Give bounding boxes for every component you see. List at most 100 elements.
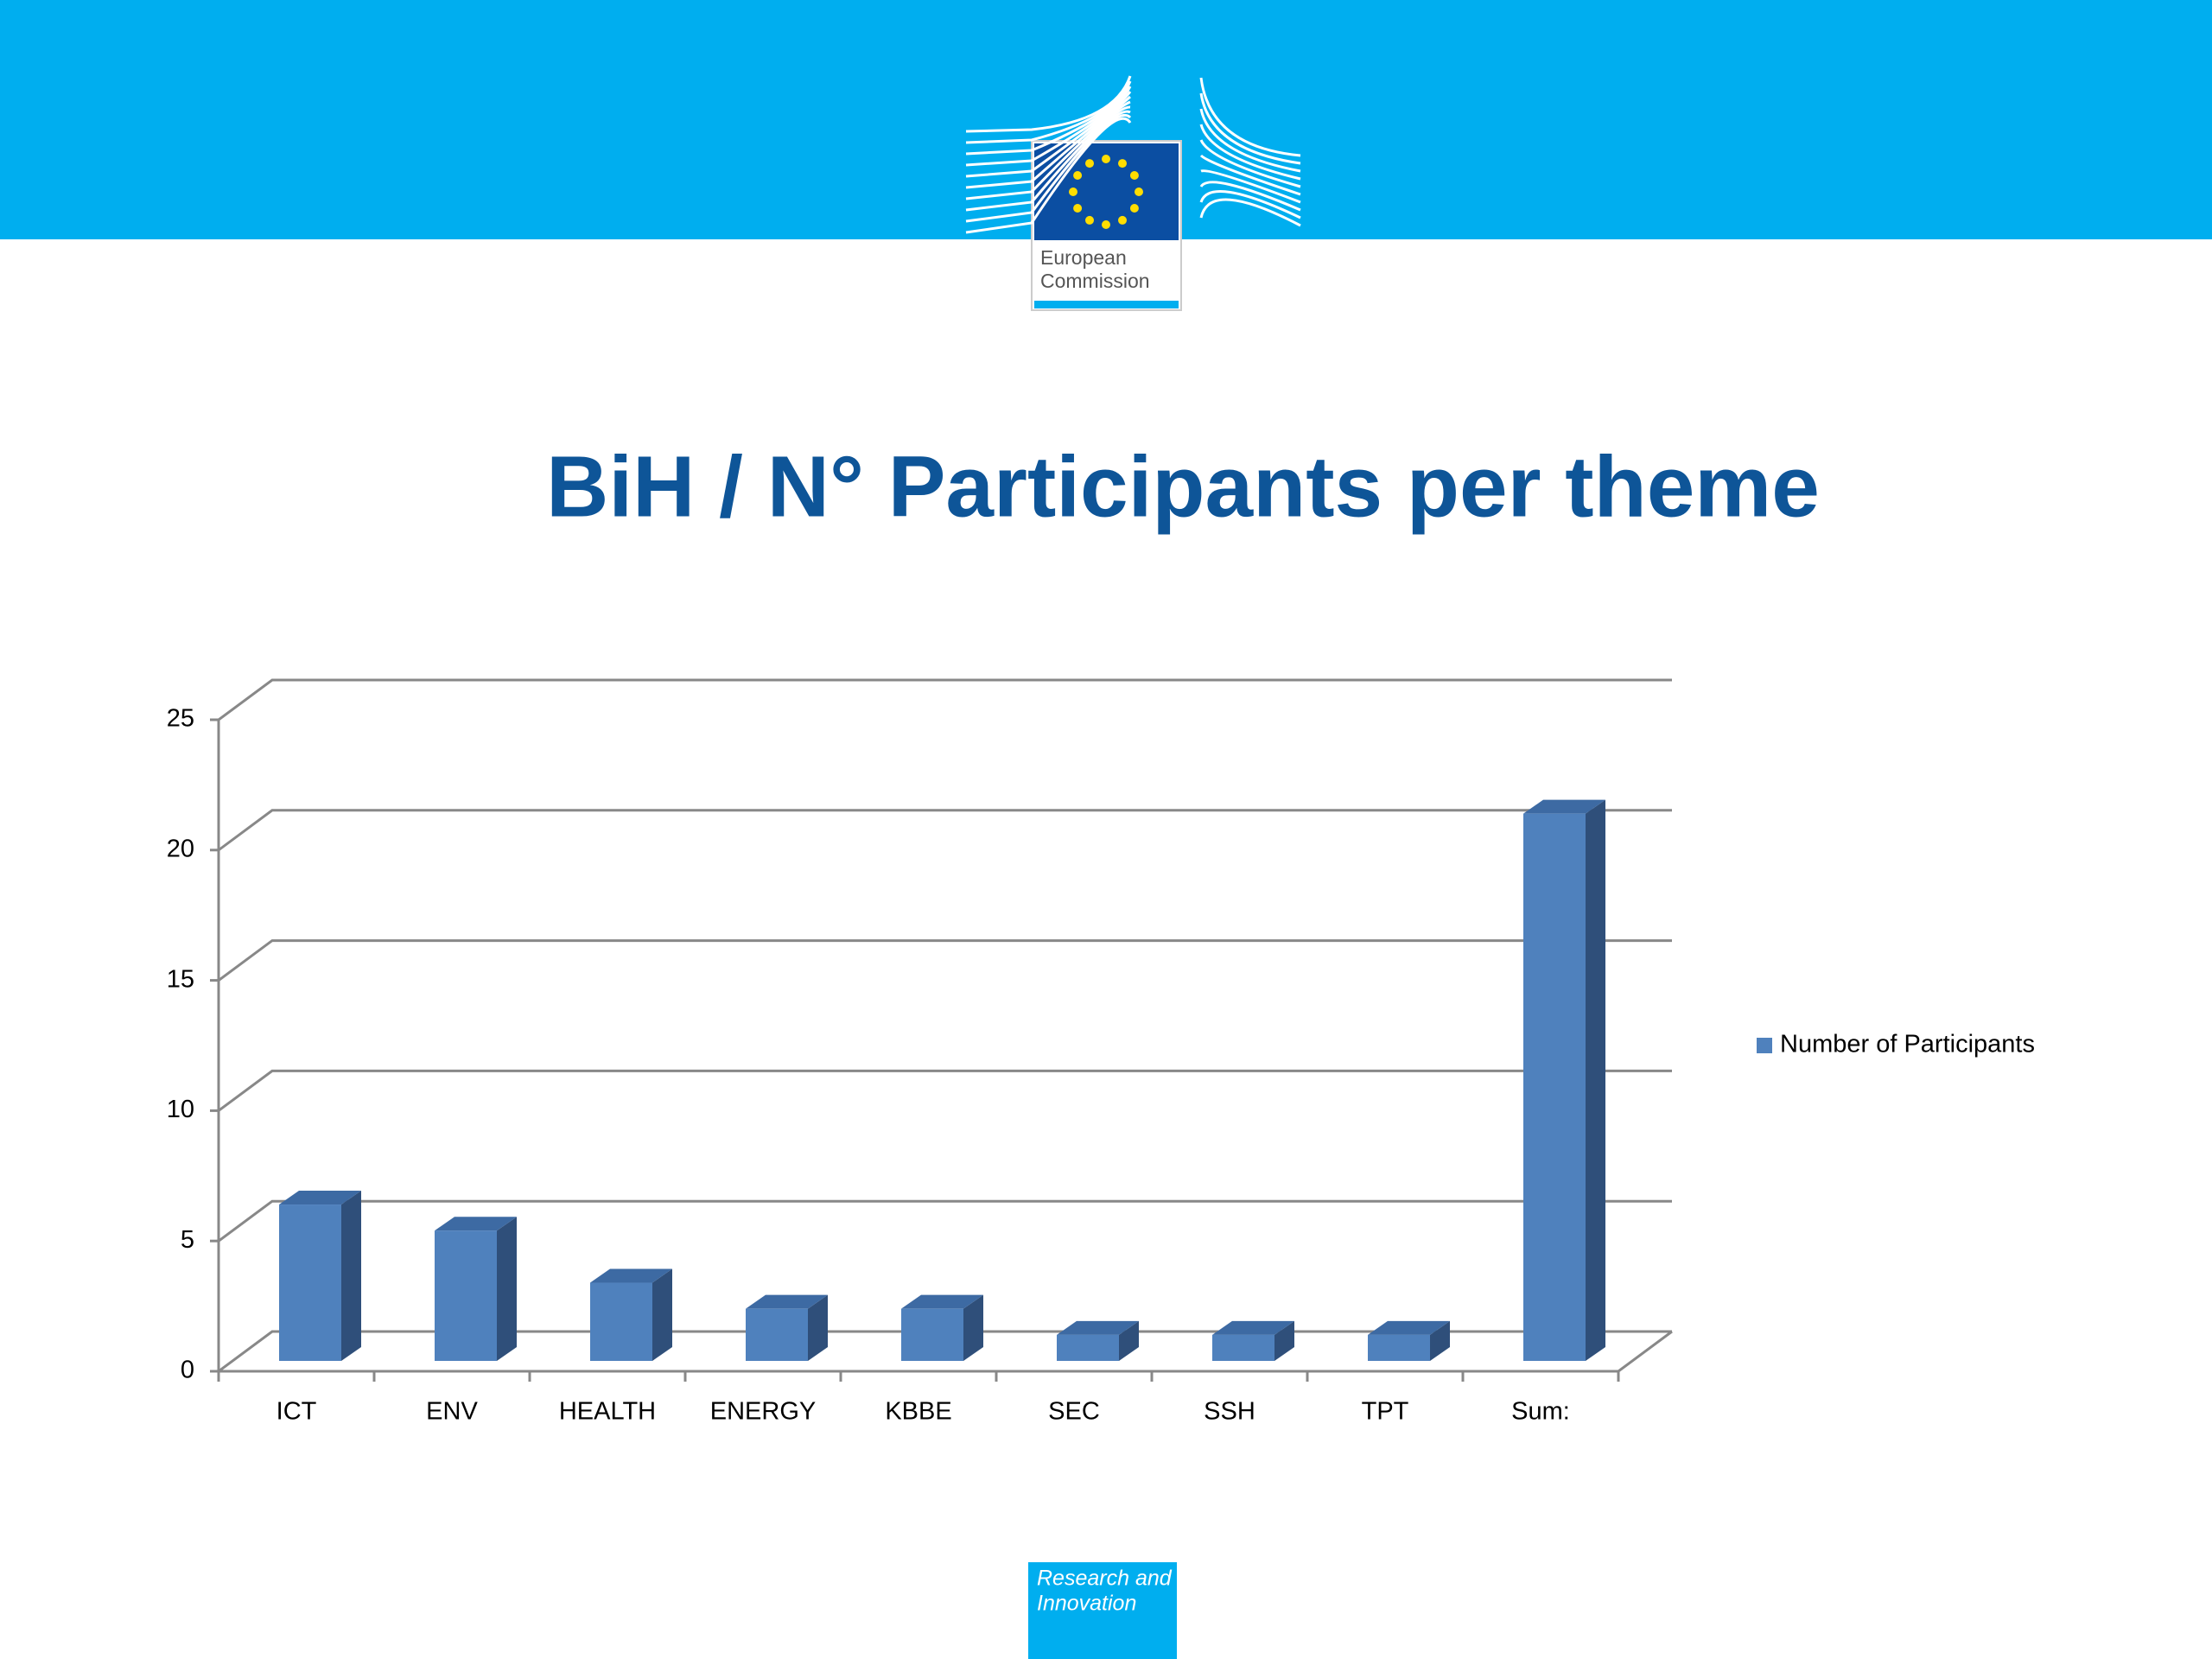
grid-line [218, 1199, 1672, 1243]
bar-side [1274, 1320, 1294, 1361]
bar-top [746, 1294, 828, 1309]
x-tick-label: HEALTH [559, 1398, 656, 1426]
logo-line [965, 80, 1132, 144]
bar-side [1586, 799, 1605, 1361]
logo-star [1118, 159, 1127, 168]
logo-star [1085, 215, 1094, 225]
bar [590, 1268, 672, 1361]
bar-top [1368, 1320, 1450, 1335]
chart-title: BiH / N° Participants per theme [546, 438, 1820, 535]
logo-line [1199, 92, 1301, 165]
y-tick-label: 15 [167, 965, 194, 993]
bar-side [1119, 1320, 1139, 1361]
x-tick-label: TPT [1362, 1398, 1409, 1426]
bar-top [1057, 1320, 1139, 1335]
bar-side [963, 1294, 983, 1361]
logo-text: European [1040, 246, 1127, 269]
footer-badge [1028, 1562, 1177, 1659]
grid-line [218, 678, 1672, 721]
bar-front [1368, 1334, 1430, 1361]
bar-side [497, 1217, 517, 1361]
bar-front [590, 1282, 652, 1361]
legend-swatch [1757, 1038, 1772, 1053]
bar-top [1523, 799, 1605, 814]
footer-text: Research and [1037, 1567, 1173, 1591]
logo-star [1118, 215, 1127, 225]
logo-line [1200, 169, 1301, 204]
bar [1212, 1320, 1294, 1361]
logo-line [1199, 139, 1301, 188]
bar [279, 1191, 361, 1361]
bar-top [279, 1191, 361, 1205]
bar-top [1212, 1320, 1294, 1335]
logo-star [1102, 155, 1110, 163]
y-tick-label: 20 [167, 835, 194, 862]
bar-top [435, 1217, 517, 1231]
logo-stripe [1034, 301, 1179, 308]
x-tick-label: Sum: [1511, 1398, 1570, 1426]
logo: European Commission [965, 75, 1301, 311]
logo-line [965, 117, 1132, 234]
logo-line [965, 113, 1132, 223]
logo-star [1129, 171, 1139, 180]
grid-line [218, 939, 1672, 982]
y-tick-label: 0 [181, 1357, 194, 1384]
logo-line [965, 91, 1132, 167]
grid-line [218, 1330, 1672, 1373]
logo-star [1102, 220, 1110, 229]
bar-side [808, 1294, 828, 1361]
bar-side [1430, 1320, 1450, 1361]
bar-front [746, 1308, 808, 1361]
logo-line [1199, 77, 1301, 157]
bar-top [901, 1294, 983, 1309]
bar-side [341, 1191, 361, 1361]
bar-front [279, 1205, 341, 1361]
bar-front [435, 1230, 497, 1361]
bar-front [1523, 813, 1586, 1361]
bar-front [901, 1308, 963, 1361]
bar [1523, 799, 1605, 1361]
logo-line [1199, 198, 1301, 227]
y-tick-label: 25 [167, 705, 194, 733]
logo-star [1129, 204, 1139, 213]
logo-line [965, 100, 1131, 189]
logo-text: Commission [1040, 270, 1150, 292]
x-tick-label: ENERGY [710, 1398, 816, 1426]
bar-side [652, 1268, 672, 1361]
grid-line [218, 1069, 1672, 1112]
x-tick-label: KBBE [885, 1398, 951, 1426]
footer-text: Innovation [1037, 1592, 1136, 1616]
logo-line [965, 105, 1131, 200]
x-tick-label: SEC [1048, 1398, 1100, 1426]
bar [1057, 1320, 1139, 1361]
x-tick-label: ENV [426, 1398, 478, 1426]
logo-line [965, 110, 1131, 212]
logo-line [1199, 181, 1301, 212]
legend-label: Number of Participants [1780, 1031, 2035, 1058]
logo-star [1073, 204, 1083, 213]
logo-star [1085, 159, 1094, 168]
logo-line [965, 75, 1132, 133]
logo-star [1135, 188, 1143, 196]
logo-star [1069, 188, 1077, 196]
logo-line [965, 95, 1131, 178]
grid-line [218, 809, 1672, 852]
bar-front [1212, 1334, 1274, 1361]
bar-front [1057, 1334, 1119, 1361]
logo-line [1199, 190, 1301, 219]
bar-top [590, 1268, 672, 1283]
logo-line [1199, 108, 1301, 173]
y-tick-label: 5 [181, 1226, 194, 1254]
bar [746, 1294, 828, 1361]
logo-star [1073, 171, 1083, 180]
logo-line [965, 86, 1132, 156]
bar [901, 1294, 983, 1361]
logo-line [1199, 124, 1301, 181]
logo-line [1199, 154, 1301, 196]
y-tick-label: 10 [167, 1096, 194, 1123]
x-tick-label: ICT [276, 1398, 317, 1426]
bar [435, 1217, 517, 1361]
x-tick-label: SSH [1204, 1398, 1255, 1426]
bar [1368, 1320, 1450, 1361]
